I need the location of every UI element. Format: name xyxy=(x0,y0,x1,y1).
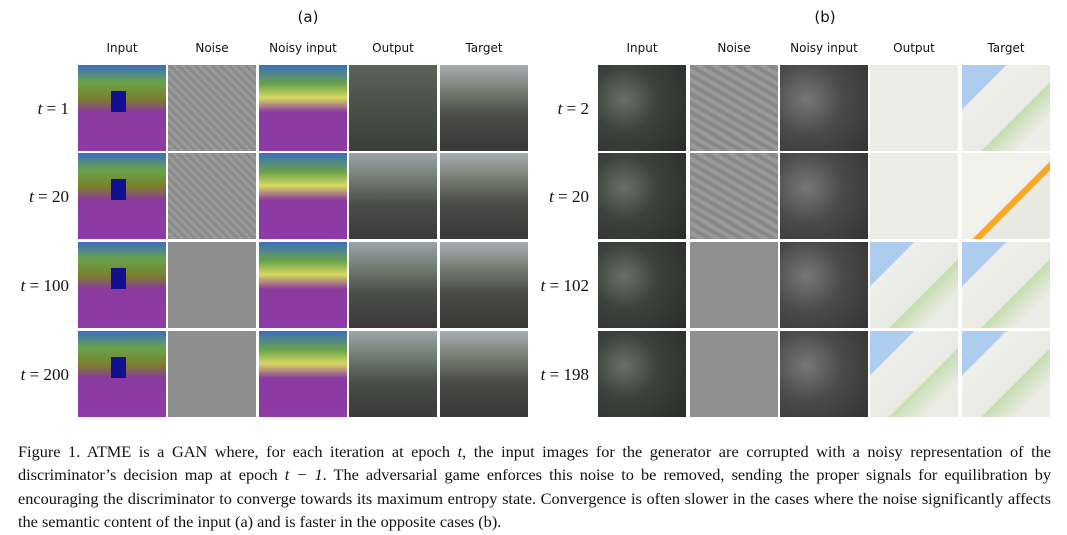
image-noise xyxy=(168,153,256,239)
row-label-var: t xyxy=(29,187,34,206)
row-label-eq: = xyxy=(25,276,44,295)
row-label-eq: = xyxy=(25,365,44,384)
image-input xyxy=(598,153,686,239)
row-label-eq: = xyxy=(545,276,564,295)
caption-text: . The adversarial game enforces this noi… xyxy=(18,465,1051,531)
row-label: t = 198 xyxy=(541,365,589,385)
column-header: Noisy input xyxy=(269,41,337,55)
row-label: t = 200 xyxy=(21,365,69,385)
image-target xyxy=(962,153,1050,239)
image-target xyxy=(440,331,528,417)
row-label-epoch: 198 xyxy=(563,365,590,384)
row-label-eq: = xyxy=(42,99,61,118)
column-header: Target xyxy=(465,41,503,55)
column-header: Target xyxy=(987,41,1025,55)
row-label-epoch: 100 xyxy=(43,276,70,295)
image-noisy xyxy=(780,242,868,328)
image-output xyxy=(349,242,437,328)
caption-text: , the input images for the generator are… xyxy=(18,442,1051,485)
row-label-epoch: 102 xyxy=(563,276,590,295)
column-header: Input xyxy=(106,41,138,55)
image-noisy xyxy=(259,153,347,239)
image-target xyxy=(440,153,528,239)
image-input xyxy=(598,242,686,328)
row-label: t = 102 xyxy=(541,276,589,296)
image-noisy xyxy=(780,65,868,151)
row-label-var: t xyxy=(549,187,554,206)
row-label-eq: = xyxy=(33,187,52,206)
row-label-var: t xyxy=(557,99,563,118)
image-noisy xyxy=(259,65,347,151)
image-noisy xyxy=(780,153,868,239)
row-label-epoch: 20 xyxy=(52,187,69,206)
row-label-var: t xyxy=(20,276,26,295)
image-noise xyxy=(168,242,256,328)
image-input xyxy=(598,65,686,151)
image-noisy xyxy=(259,331,347,417)
row-label-eq: = xyxy=(545,365,564,384)
row-label-eq: = xyxy=(553,187,572,206)
row-label: t = 2 xyxy=(558,99,589,119)
row-label-epoch: 1 xyxy=(60,99,70,118)
row-label-epoch: 20 xyxy=(572,187,589,206)
panel-label: (b) xyxy=(814,8,836,26)
image-output xyxy=(349,153,437,239)
row-label: t = 1 xyxy=(38,99,69,119)
image-target xyxy=(962,331,1050,417)
image-noisy xyxy=(780,331,868,417)
image-target xyxy=(440,242,528,328)
row-label: t = 20 xyxy=(549,187,589,207)
image-input xyxy=(78,65,166,151)
row-label-epoch: 2 xyxy=(580,99,590,118)
image-noise xyxy=(690,331,778,417)
image-output xyxy=(349,331,437,417)
caption-math: t − 1 xyxy=(284,465,323,485)
image-output xyxy=(870,65,958,151)
row-label: t = 20 xyxy=(29,187,69,207)
row-label: t = 100 xyxy=(21,276,69,296)
column-header: Noise xyxy=(717,41,751,55)
image-input xyxy=(598,331,686,417)
image-noise xyxy=(690,153,778,239)
column-header: Noise xyxy=(195,41,229,55)
image-input xyxy=(78,153,166,239)
image-output xyxy=(870,242,958,328)
image-noisy xyxy=(259,242,347,328)
panel-label: (a) xyxy=(297,8,319,26)
image-output xyxy=(349,65,437,151)
row-label-eq: = xyxy=(562,99,581,118)
image-output xyxy=(870,331,958,417)
image-output xyxy=(870,153,958,239)
column-header: Input xyxy=(626,41,658,55)
row-label-var: t xyxy=(540,276,546,295)
image-input xyxy=(78,242,166,328)
caption-text: Figure 1. ATME is a GAN where, for each … xyxy=(18,442,458,461)
image-noise xyxy=(690,242,778,328)
row-label-epoch: 200 xyxy=(43,365,70,384)
image-target xyxy=(962,242,1050,328)
image-target xyxy=(962,65,1050,151)
caption-math: t xyxy=(457,442,463,461)
column-header: Output xyxy=(893,41,935,55)
figure-caption: Figure 1. ATME is a GAN where, for each … xyxy=(18,440,1051,533)
image-noise xyxy=(168,331,256,417)
image-target xyxy=(440,65,528,151)
column-header: Output xyxy=(372,41,414,55)
row-label-var: t xyxy=(37,99,43,118)
image-noise xyxy=(168,65,256,151)
image-input xyxy=(78,331,166,417)
image-noise xyxy=(690,65,778,151)
column-header: Noisy input xyxy=(790,41,858,55)
row-label-var: t xyxy=(20,365,26,384)
row-label-var: t xyxy=(540,365,546,384)
